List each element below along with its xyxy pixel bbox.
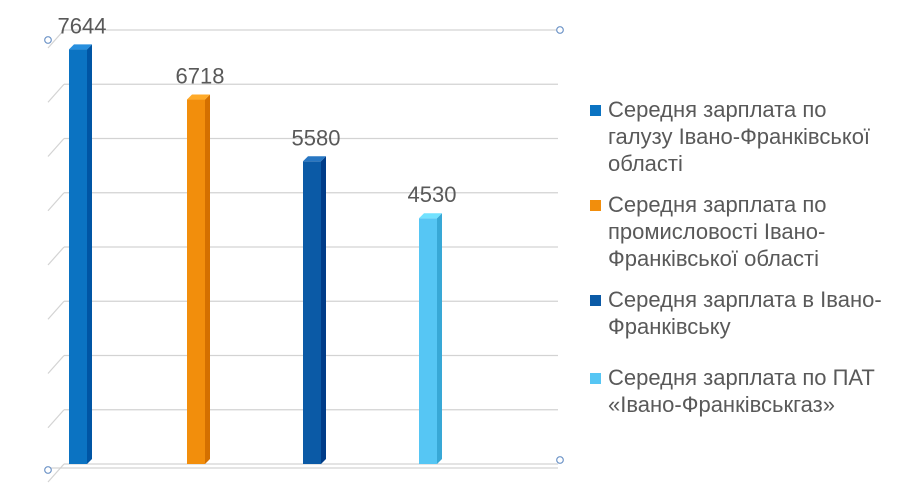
bar-4 — [419, 213, 442, 464]
bar-3-top — [303, 156, 326, 162]
legend-item-region-industry: Середня зарплата по галузу Івано-Франків… — [590, 96, 890, 177]
chart-legend: Середня зарплата по галузу Івано-Франків… — [590, 96, 890, 432]
axis-tick — [47, 463, 65, 483]
legend-item-region-manufacturing: Середня зарплата по промисловості Івано-… — [590, 191, 890, 272]
axis-tick — [47, 300, 65, 320]
axis-tick — [47, 192, 65, 212]
legend-swatch-region-manufacturing — [590, 200, 601, 211]
legend-label-city: Середня зарплата в Івано-Франківську — [608, 287, 882, 339]
bar-4-value-label: 4530 — [408, 182, 457, 207]
top-left-handle — [44, 36, 52, 44]
bar-1-value-label: 7644 — [58, 13, 107, 38]
bar-4-side — [437, 213, 442, 464]
axis-tick — [47, 29, 65, 49]
bar-3-front — [303, 161, 321, 464]
legend-label-region-manufacturing: Середня зарплата по промисловості Івано-… — [608, 192, 827, 271]
bar-2-top — [187, 94, 210, 100]
bottom-left-handle — [44, 466, 52, 474]
axis-tick — [47, 138, 65, 157]
axis-tick — [47, 83, 65, 103]
legend-swatch-region-industry — [590, 105, 601, 116]
legend-label-company: Середня зарплата по ПАТ «Івано-Франківсь… — [608, 365, 875, 417]
bottom-right-handle — [556, 456, 564, 464]
bar-2-side — [205, 94, 210, 465]
bar-4-top — [419, 213, 442, 219]
bar-1-top — [69, 44, 92, 50]
bar-2-value-label: 6718 — [176, 64, 225, 89]
labels-layer: 7644 6718 5580 4530 — [58, 13, 457, 207]
bar-3-value-label: 5580 — [292, 125, 341, 150]
axis-tick — [47, 246, 65, 266]
bar-1-front — [69, 49, 87, 465]
bar-4-front — [419, 218, 437, 464]
legend-swatch-company — [590, 373, 601, 384]
bar-1 — [69, 44, 92, 465]
bars-layer — [69, 44, 442, 465]
legend-item-city: Середня зарплата в Івано-Франківську — [590, 286, 890, 340]
bar-2 — [187, 94, 210, 465]
legend-swatch-city — [590, 295, 601, 306]
legend-label-region-industry: Середня зарплата по галузу Івано-Франків… — [608, 97, 871, 176]
axis-tick — [47, 355, 65, 374]
legend-item-company: Середня зарплата по ПАТ «Івано-Франківсь… — [590, 364, 890, 418]
bar-1-side — [87, 44, 92, 465]
bar-2-front — [187, 99, 205, 465]
axis-tick — [47, 409, 65, 429]
bar-3-side — [321, 156, 326, 464]
chart-handles — [44, 26, 564, 474]
top-right-handle — [556, 26, 564, 34]
bar-3 — [303, 156, 326, 464]
